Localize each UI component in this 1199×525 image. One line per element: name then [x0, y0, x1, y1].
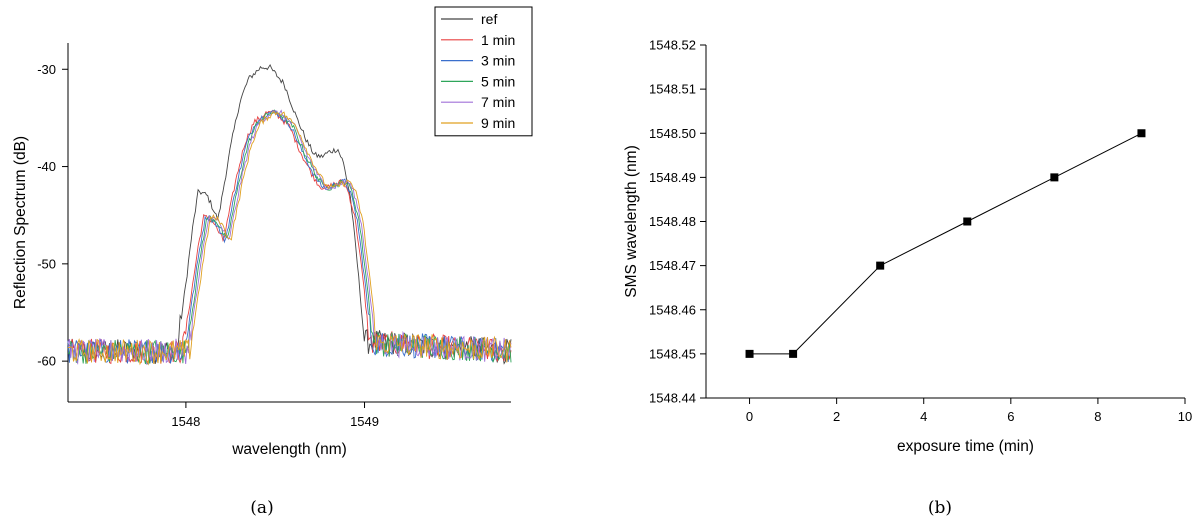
chart-a-legend-label: 5 min	[481, 73, 515, 89]
chart-b-y-tick-label: 1548.45	[649, 346, 696, 361]
chart-a-y-axis-label: Reflection Spectrum (dB)	[12, 136, 29, 309]
chart-a-legend-label: 9 min	[481, 115, 515, 131]
chart-a-legend-label: 7 min	[481, 94, 515, 110]
chart-b-x-tick-label: 8	[1094, 409, 1101, 424]
chart-a-x-tick-label: 1548	[171, 414, 200, 429]
chart-b-y-tick-label: 1548.52	[649, 38, 696, 53]
chart-a-y-tick-label: -60	[37, 354, 56, 369]
chart-a-y-tick-label: -30	[37, 62, 56, 77]
chart-a-legend-label: ref	[481, 11, 497, 27]
chart-a-series-line	[67, 111, 512, 366]
chart-b-data-point	[1050, 173, 1059, 182]
chart-b-y-tick-label: 1548.51	[649, 82, 696, 97]
chart-a-series-line	[67, 109, 512, 365]
chart-a-legend-label: 3 min	[481, 53, 515, 69]
chart-b-data-point	[963, 217, 972, 226]
chart-b-x-tick-label: 2	[833, 409, 840, 424]
chart-a-x-tick-label: 1549	[350, 414, 379, 429]
caption-b: (b)	[928, 498, 952, 518]
chart-b-y-tick-label: 1548.46	[649, 302, 696, 317]
chart-b-y-tick-label: 1548.48	[649, 214, 696, 229]
chart-b-y-tick-label: 1548.49	[649, 170, 696, 185]
chart-b-data-point	[876, 261, 885, 270]
chart-b-y-tick-label: 1548.50	[649, 126, 696, 141]
chart-b-x-tick-label: 0	[746, 409, 753, 424]
chart-b-data-point	[789, 349, 798, 358]
chart-a-y-tick-label: -40	[37, 159, 56, 174]
chart-b-x-tick-label: 4	[920, 409, 927, 424]
chart-a-legend	[434, 6, 533, 137]
chart-b-x-tick-label: 6	[1007, 409, 1014, 424]
chart-a-series-line	[67, 109, 512, 365]
chart-b-data-point	[745, 349, 754, 358]
chart-b-y-tick-label: 1548.47	[649, 258, 696, 273]
chart-b-x-tick-label: 10	[1178, 409, 1192, 424]
chart-a-x-axis-label: wavelength (nm)	[231, 441, 347, 458]
chart-a-series-line	[67, 110, 512, 365]
chart-a-series-line	[67, 109, 512, 366]
chart-b-data-point	[1137, 129, 1146, 138]
chart-b-sms-wavelength: 0 2 4 6 8 10 1548.44 1548.45 1548.46 1548.47 1548.…	[623, 38, 1192, 456]
chart-b-series-line	[749, 132, 1142, 355]
chart-a-y-tick-label: -50	[37, 256, 56, 271]
chart-a-legend-label: 1 min	[481, 32, 515, 48]
caption-a: (a)	[250, 498, 273, 518]
chart-a-reflection-spectrum: 1548 1549 -30 -40 -50 -60 wavelength (nm) Refle…	[12, 6, 533, 458]
chart-b-y-tick-label: 1548.44	[649, 391, 696, 406]
chart-b-y-axis-label: SMS wavelength (nm)	[623, 145, 640, 297]
chart-b-x-axis-label: exposure time (min)	[897, 438, 1034, 455]
